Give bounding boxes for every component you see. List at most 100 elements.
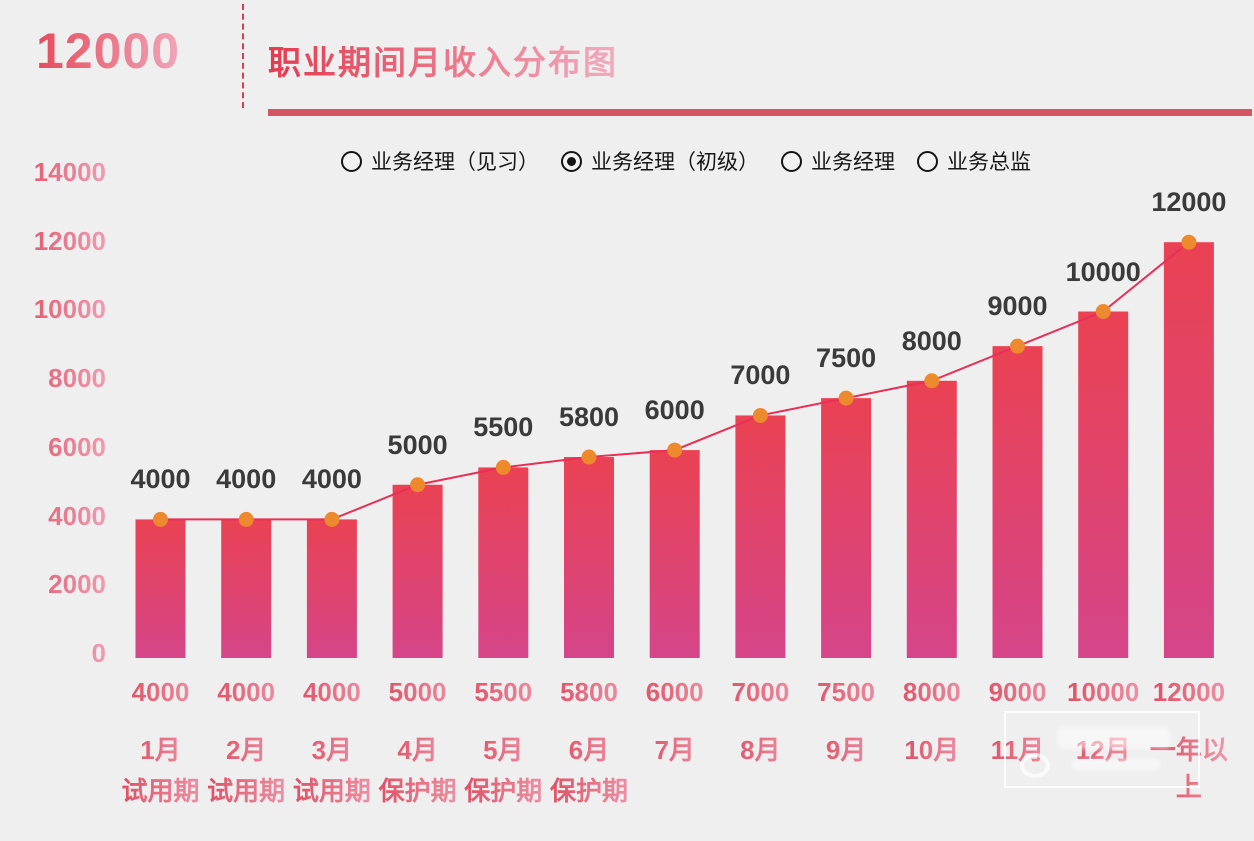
x-value-label: 4000 — [282, 678, 382, 706]
legend-item-radio[interactable]: 业务总监 — [917, 146, 1031, 176]
x-category-label: 4月 — [376, 732, 460, 769]
radio-selected-icon[interactable] — [561, 150, 582, 172]
legend-item-label: 业务经理 — [811, 151, 895, 174]
data-point — [1181, 234, 1197, 250]
bar — [992, 346, 1043, 658]
y-tick-label: 0 — [0, 639, 106, 667]
watermark-logo-icon — [1020, 753, 1050, 778]
x-category-label: 10月 — [890, 732, 974, 769]
bar-value-label: 7500 — [816, 343, 877, 374]
legend-item-radio[interactable]: 业务经理（见习） — [341, 146, 539, 176]
radio-icon[interactable] — [917, 150, 938, 172]
x-value-label: 5500 — [453, 678, 553, 706]
legend-item-label: 业务经理（初级） — [591, 151, 759, 174]
x-value-label: 4000 — [196, 678, 296, 706]
radio-icon[interactable] — [341, 150, 362, 172]
x-category-label: 5月 — [461, 732, 545, 769]
data-point — [752, 407, 768, 423]
data-point — [324, 511, 340, 527]
x-period-label: 试用期 — [277, 777, 387, 805]
data-point — [838, 390, 854, 406]
legend-item-radio[interactable]: 业务经理 — [781, 146, 895, 176]
x-value-label: 5000 — [368, 678, 468, 706]
data-point — [581, 449, 597, 465]
data-point — [495, 459, 511, 475]
bar — [392, 484, 443, 658]
x-period-label: 保护期 — [534, 777, 644, 805]
data-point — [924, 373, 940, 389]
bar — [821, 398, 872, 658]
bar-value-label: 4000 — [216, 464, 277, 495]
bar-value-label: 5500 — [473, 412, 534, 443]
bar — [135, 519, 186, 658]
x-value-label: 8000 — [882, 678, 982, 706]
legend-item-radio[interactable]: 业务经理（初级） — [561, 146, 759, 176]
bar — [1078, 311, 1129, 658]
x-value-label: 4000 — [111, 678, 211, 706]
x-value-label: 10000 — [1053, 678, 1153, 706]
radio-dot — [567, 156, 576, 166]
bar-value-label: 4000 — [130, 464, 191, 495]
header-divider — [242, 4, 244, 108]
x-category-label: 9月 — [804, 732, 888, 769]
bar-value-label: 7000 — [730, 360, 791, 391]
data-point — [238, 511, 254, 527]
data-point — [153, 511, 168, 527]
bar-value-label: 6000 — [644, 395, 705, 426]
y-tick-label: 14000 — [0, 158, 106, 186]
bar — [649, 450, 700, 658]
bar-value-label: 8000 — [901, 325, 962, 356]
legend-item-label: 业务经理（见习） — [371, 151, 539, 174]
y-tick-label: 8000 — [0, 364, 106, 392]
watermark-text-blur — [1058, 727, 1170, 749]
y-tick-label: 4000 — [0, 502, 106, 530]
legend-item-label: 业务总监 — [947, 151, 1031, 174]
bar-value-label: 9000 — [987, 291, 1048, 322]
bar-value-label: 4000 — [301, 464, 362, 495]
watermark-subtext-blur — [1072, 759, 1160, 770]
x-period-label: 试用期 — [191, 777, 301, 805]
x-period-label: 保护期 — [448, 777, 558, 805]
data-point — [410, 477, 426, 493]
data-point — [1010, 338, 1025, 354]
bar — [906, 380, 957, 658]
x-value-label: 9000 — [968, 678, 1068, 706]
x-category-label: 6月 — [547, 732, 631, 769]
bar — [735, 415, 786, 658]
bar — [564, 457, 614, 658]
bar — [306, 519, 357, 658]
title-underline — [268, 109, 1252, 116]
x-value-label: 5800 — [539, 678, 639, 706]
x-category-label: 8月 — [718, 732, 802, 769]
x-category-label: 1月 — [119, 732, 203, 769]
bar-value-label: 5000 — [387, 429, 448, 460]
x-category-label: 7月 — [633, 732, 717, 769]
x-period-label: 试用期 — [106, 777, 216, 805]
header-big-number: 12000 — [36, 23, 181, 79]
y-tick-label: 6000 — [0, 433, 106, 461]
x-value-label: 12000 — [1139, 678, 1239, 706]
chart-legend: 业务经理（见习） 业务经理（初级） 业务经理 业务总监 — [341, 146, 1031, 176]
bar — [221, 519, 272, 658]
y-tick-label: 10000 — [0, 295, 106, 323]
bar-value-label: 12000 — [1151, 187, 1227, 218]
x-value-label: 7500 — [796, 678, 896, 706]
bar-value-label: 10000 — [1065, 256, 1141, 287]
y-tick-label: 12000 — [0, 227, 106, 255]
y-tick-label: 2000 — [0, 570, 106, 598]
bar-value-label: 5800 — [558, 402, 620, 433]
x-category-label: 3月 — [290, 732, 374, 769]
page-title: 职业期间月收入分布图 — [268, 36, 618, 84]
bar — [478, 467, 529, 658]
x-value-label: 7000 — [710, 678, 810, 706]
x-period-label: 保护期 — [363, 777, 473, 805]
bar — [1163, 242, 1214, 658]
x-category-label: 2月 — [204, 732, 288, 769]
x-value-label: 6000 — [625, 678, 725, 706]
radio-icon[interactable] — [781, 150, 802, 172]
data-point — [667, 442, 683, 458]
data-point — [1095, 304, 1111, 319]
